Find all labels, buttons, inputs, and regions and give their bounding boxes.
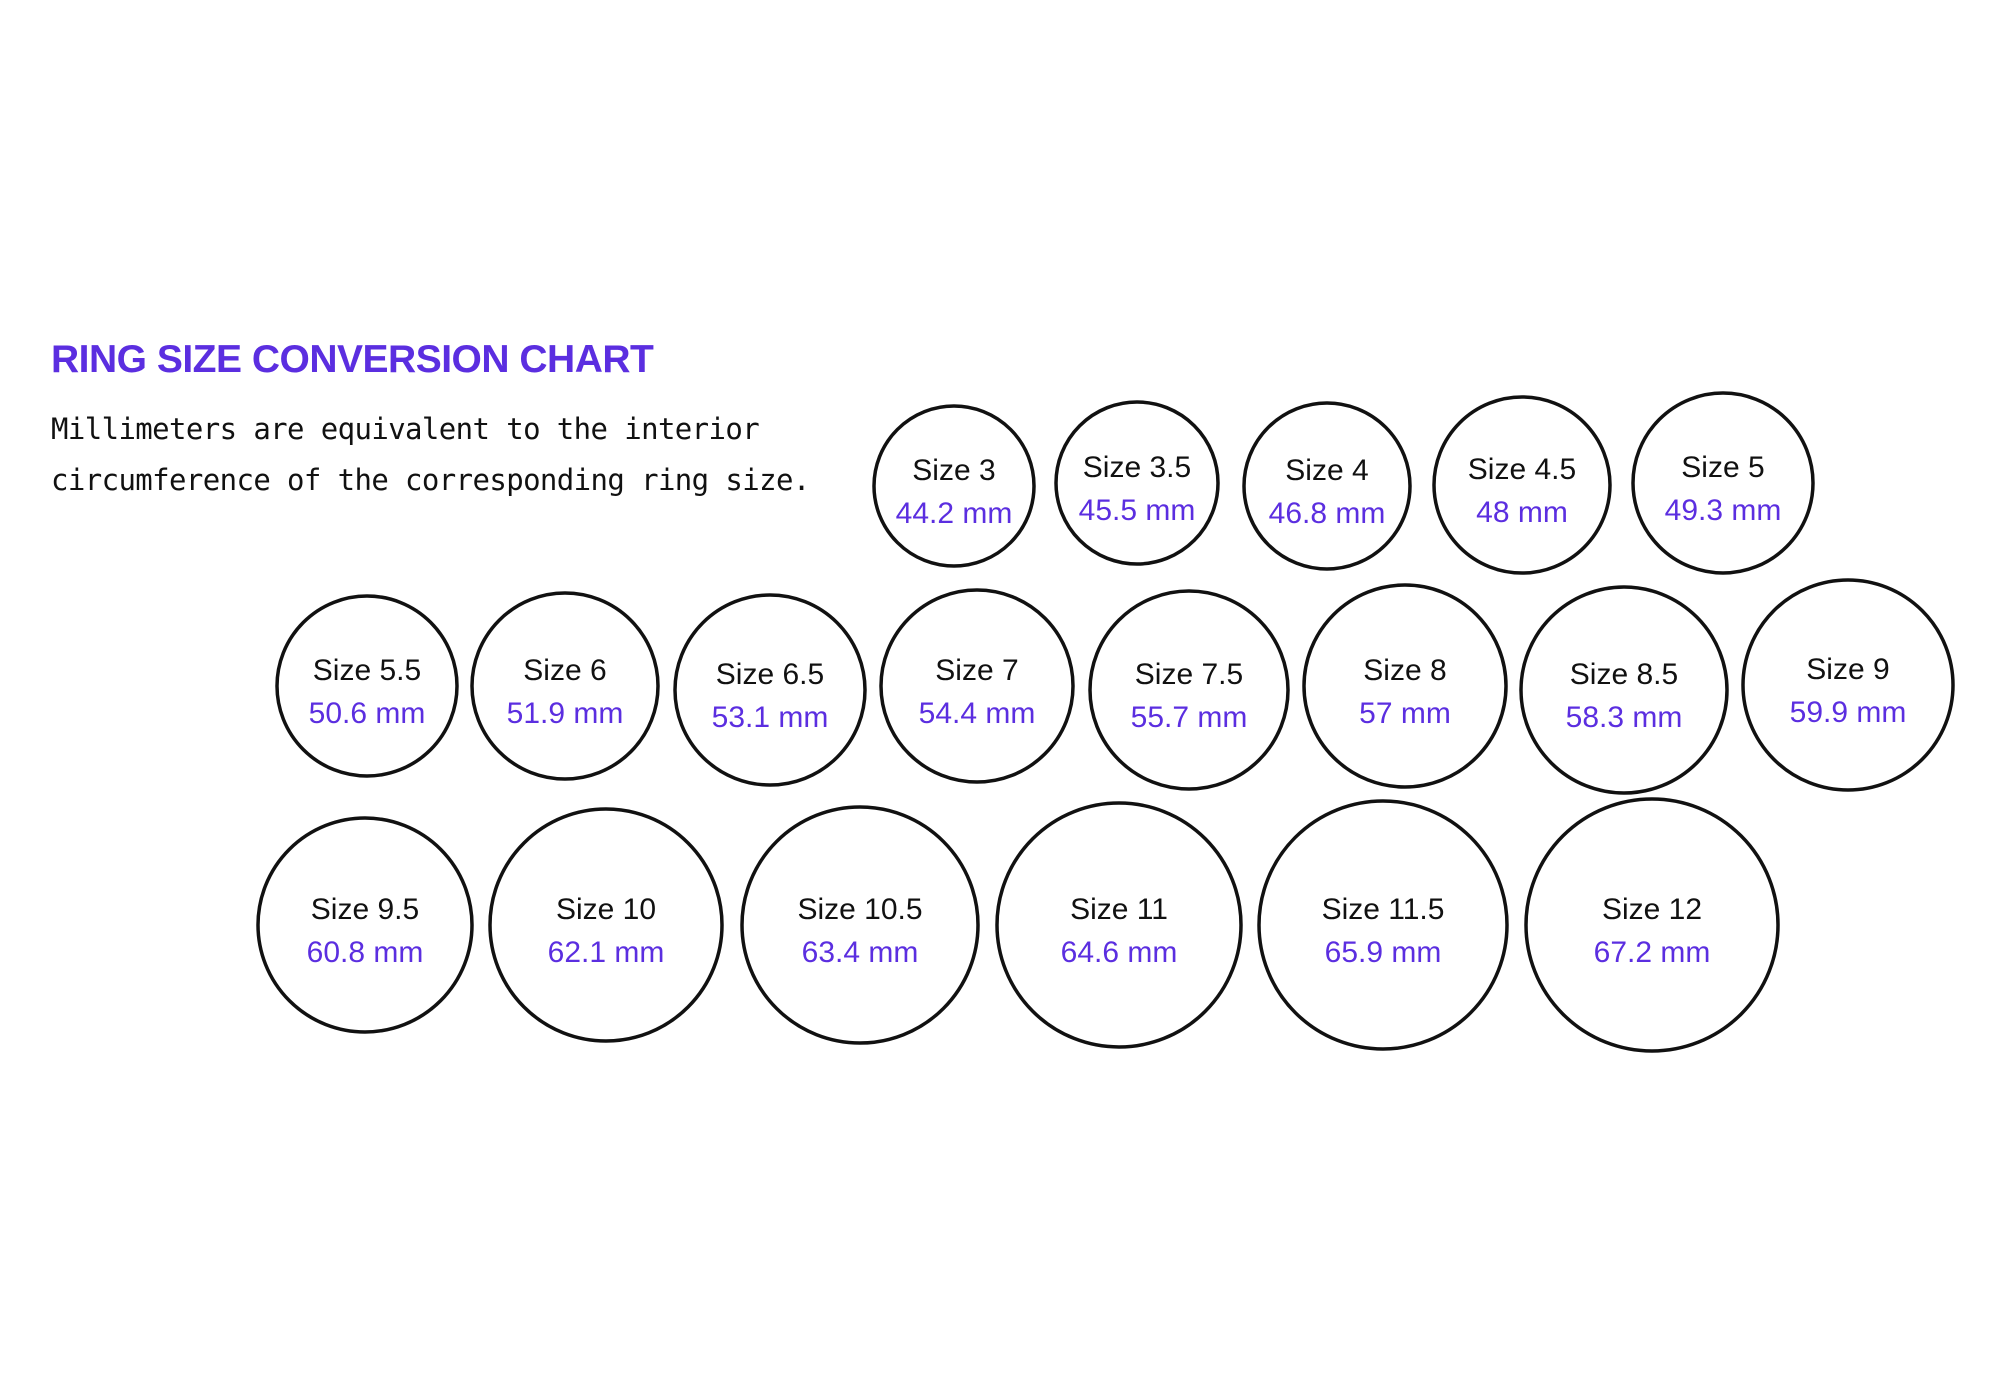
ring-size-label: Size 6.5 <box>716 658 824 691</box>
ring-circle <box>1432 395 1612 575</box>
ring-size-label: Size 11 <box>1070 893 1168 926</box>
ring-circle <box>1631 391 1815 575</box>
ring-size-item: Size 10 62.1 mm <box>488 807 724 1043</box>
ring-size-label: Size 7.5 <box>1135 658 1243 691</box>
ring-mm-label: 65.9 mm <box>1325 936 1442 969</box>
ring-mm-label: 55.7 mm <box>1131 701 1248 734</box>
ring-size-label: Size 8.5 <box>1570 658 1678 691</box>
ring-size-item: Size 4 46.8 mm <box>1242 401 1412 571</box>
ring-size-item: Size 8 57 mm <box>1302 583 1508 789</box>
ring-circle <box>879 588 1075 784</box>
chart-subtitle: Millimeters are equivalent to the interi… <box>51 412 810 497</box>
ring-circle <box>488 807 724 1043</box>
ring-size-item: Size 3.5 45.5 mm <box>1054 400 1220 566</box>
ring-size-label: Size 8 <box>1363 654 1446 687</box>
ring-mm-label: 58.3 mm <box>1566 701 1683 734</box>
ring-circle <box>1257 799 1509 1051</box>
ring-size-item: Size 11.5 65.9 mm <box>1257 799 1509 1051</box>
ring-size-item: Size 12 67.2 mm <box>1524 797 1780 1053</box>
ring-circle <box>1088 589 1290 791</box>
ring-size-item: Size 5 49.3 mm <box>1631 391 1815 575</box>
ring-mm-label: 60.8 mm <box>307 936 424 969</box>
ring-mm-label: 63.4 mm <box>802 936 919 969</box>
ring-circle <box>740 805 980 1045</box>
ring-mm-label: 57 mm <box>1359 697 1451 730</box>
ring-size-item: Size 4.5 48 mm <box>1432 395 1612 575</box>
ring-size-item: Size 9.5 60.8 mm <box>256 816 474 1034</box>
ring-size-label: Size 10 <box>556 893 656 926</box>
ring-size-item: Size 9 59.9 mm <box>1741 578 1955 792</box>
ring-size-item: Size 3 44.2 mm <box>872 404 1036 568</box>
ring-size-label: Size 9 <box>1806 653 1889 686</box>
ring-size-item: Size 8.5 58.3 mm <box>1519 585 1729 795</box>
ring-mm-label: 64.6 mm <box>1061 936 1178 969</box>
ring-size-item: Size 7.5 55.7 mm <box>1088 589 1290 791</box>
ring-circle <box>872 404 1036 568</box>
ring-size-label: Size 3.5 <box>1083 451 1191 484</box>
ring-size-item: Size 6.5 53.1 mm <box>673 593 867 787</box>
ring-mm-label: 50.6 mm <box>309 697 426 730</box>
ring-circle <box>256 816 474 1034</box>
ring-size-label: Size 9.5 <box>311 893 419 926</box>
ring-size-item: Size 6 51.9 mm <box>470 591 660 781</box>
ring-mm-label: 54.4 mm <box>919 697 1036 730</box>
ring-mm-label: 62.1 mm <box>548 936 665 969</box>
ring-circle <box>1519 585 1729 795</box>
ring-size-item: Size 11 64.6 mm <box>995 801 1243 1049</box>
ring-circle <box>1242 401 1412 571</box>
ring-mm-label: 46.8 mm <box>1269 497 1386 530</box>
ring-mm-label: 44.2 mm <box>896 497 1013 530</box>
ring-size-label: Size 7 <box>935 654 1018 687</box>
ring-size-label: Size 3 <box>912 454 995 487</box>
ring-size-item: Size 7 54.4 mm <box>879 588 1075 784</box>
ring-size-label: Size 4.5 <box>1468 453 1576 486</box>
ring-size-label: Size 4 <box>1285 454 1368 487</box>
ring-circle <box>1741 578 1955 792</box>
ring-size-item: Size 5.5 50.6 mm <box>275 594 459 778</box>
ring-size-label: Size 10.5 <box>797 893 922 926</box>
ring-mm-label: 53.1 mm <box>712 701 829 734</box>
ring-size-label: Size 5 <box>1681 451 1764 484</box>
ring-circle <box>1054 400 1220 566</box>
ring-size-label: Size 12 <box>1602 893 1702 926</box>
ring-circle <box>673 593 867 787</box>
ring-circle <box>995 801 1243 1049</box>
chart-title: RING SIZE CONVERSION CHART <box>51 338 654 381</box>
ring-size-item: Size 10.5 63.4 mm <box>740 805 980 1045</box>
ring-size-label: Size 11.5 <box>1322 893 1445 926</box>
ring-circle <box>275 594 459 778</box>
ring-mm-label: 59.9 mm <box>1790 696 1907 729</box>
ring-circle <box>470 591 660 781</box>
ring-mm-label: 67.2 mm <box>1594 936 1711 969</box>
ring-circle <box>1302 583 1508 789</box>
ring-mm-label: 48 mm <box>1476 496 1568 529</box>
ring-size-label: Size 5.5 <box>313 654 421 687</box>
ring-mm-label: 51.9 mm <box>507 697 624 730</box>
ring-circle <box>1524 797 1780 1053</box>
ring-size-label: Size 6 <box>523 654 606 687</box>
ring-mm-label: 49.3 mm <box>1665 494 1782 527</box>
ring-mm-label: 45.5 mm <box>1079 494 1196 527</box>
